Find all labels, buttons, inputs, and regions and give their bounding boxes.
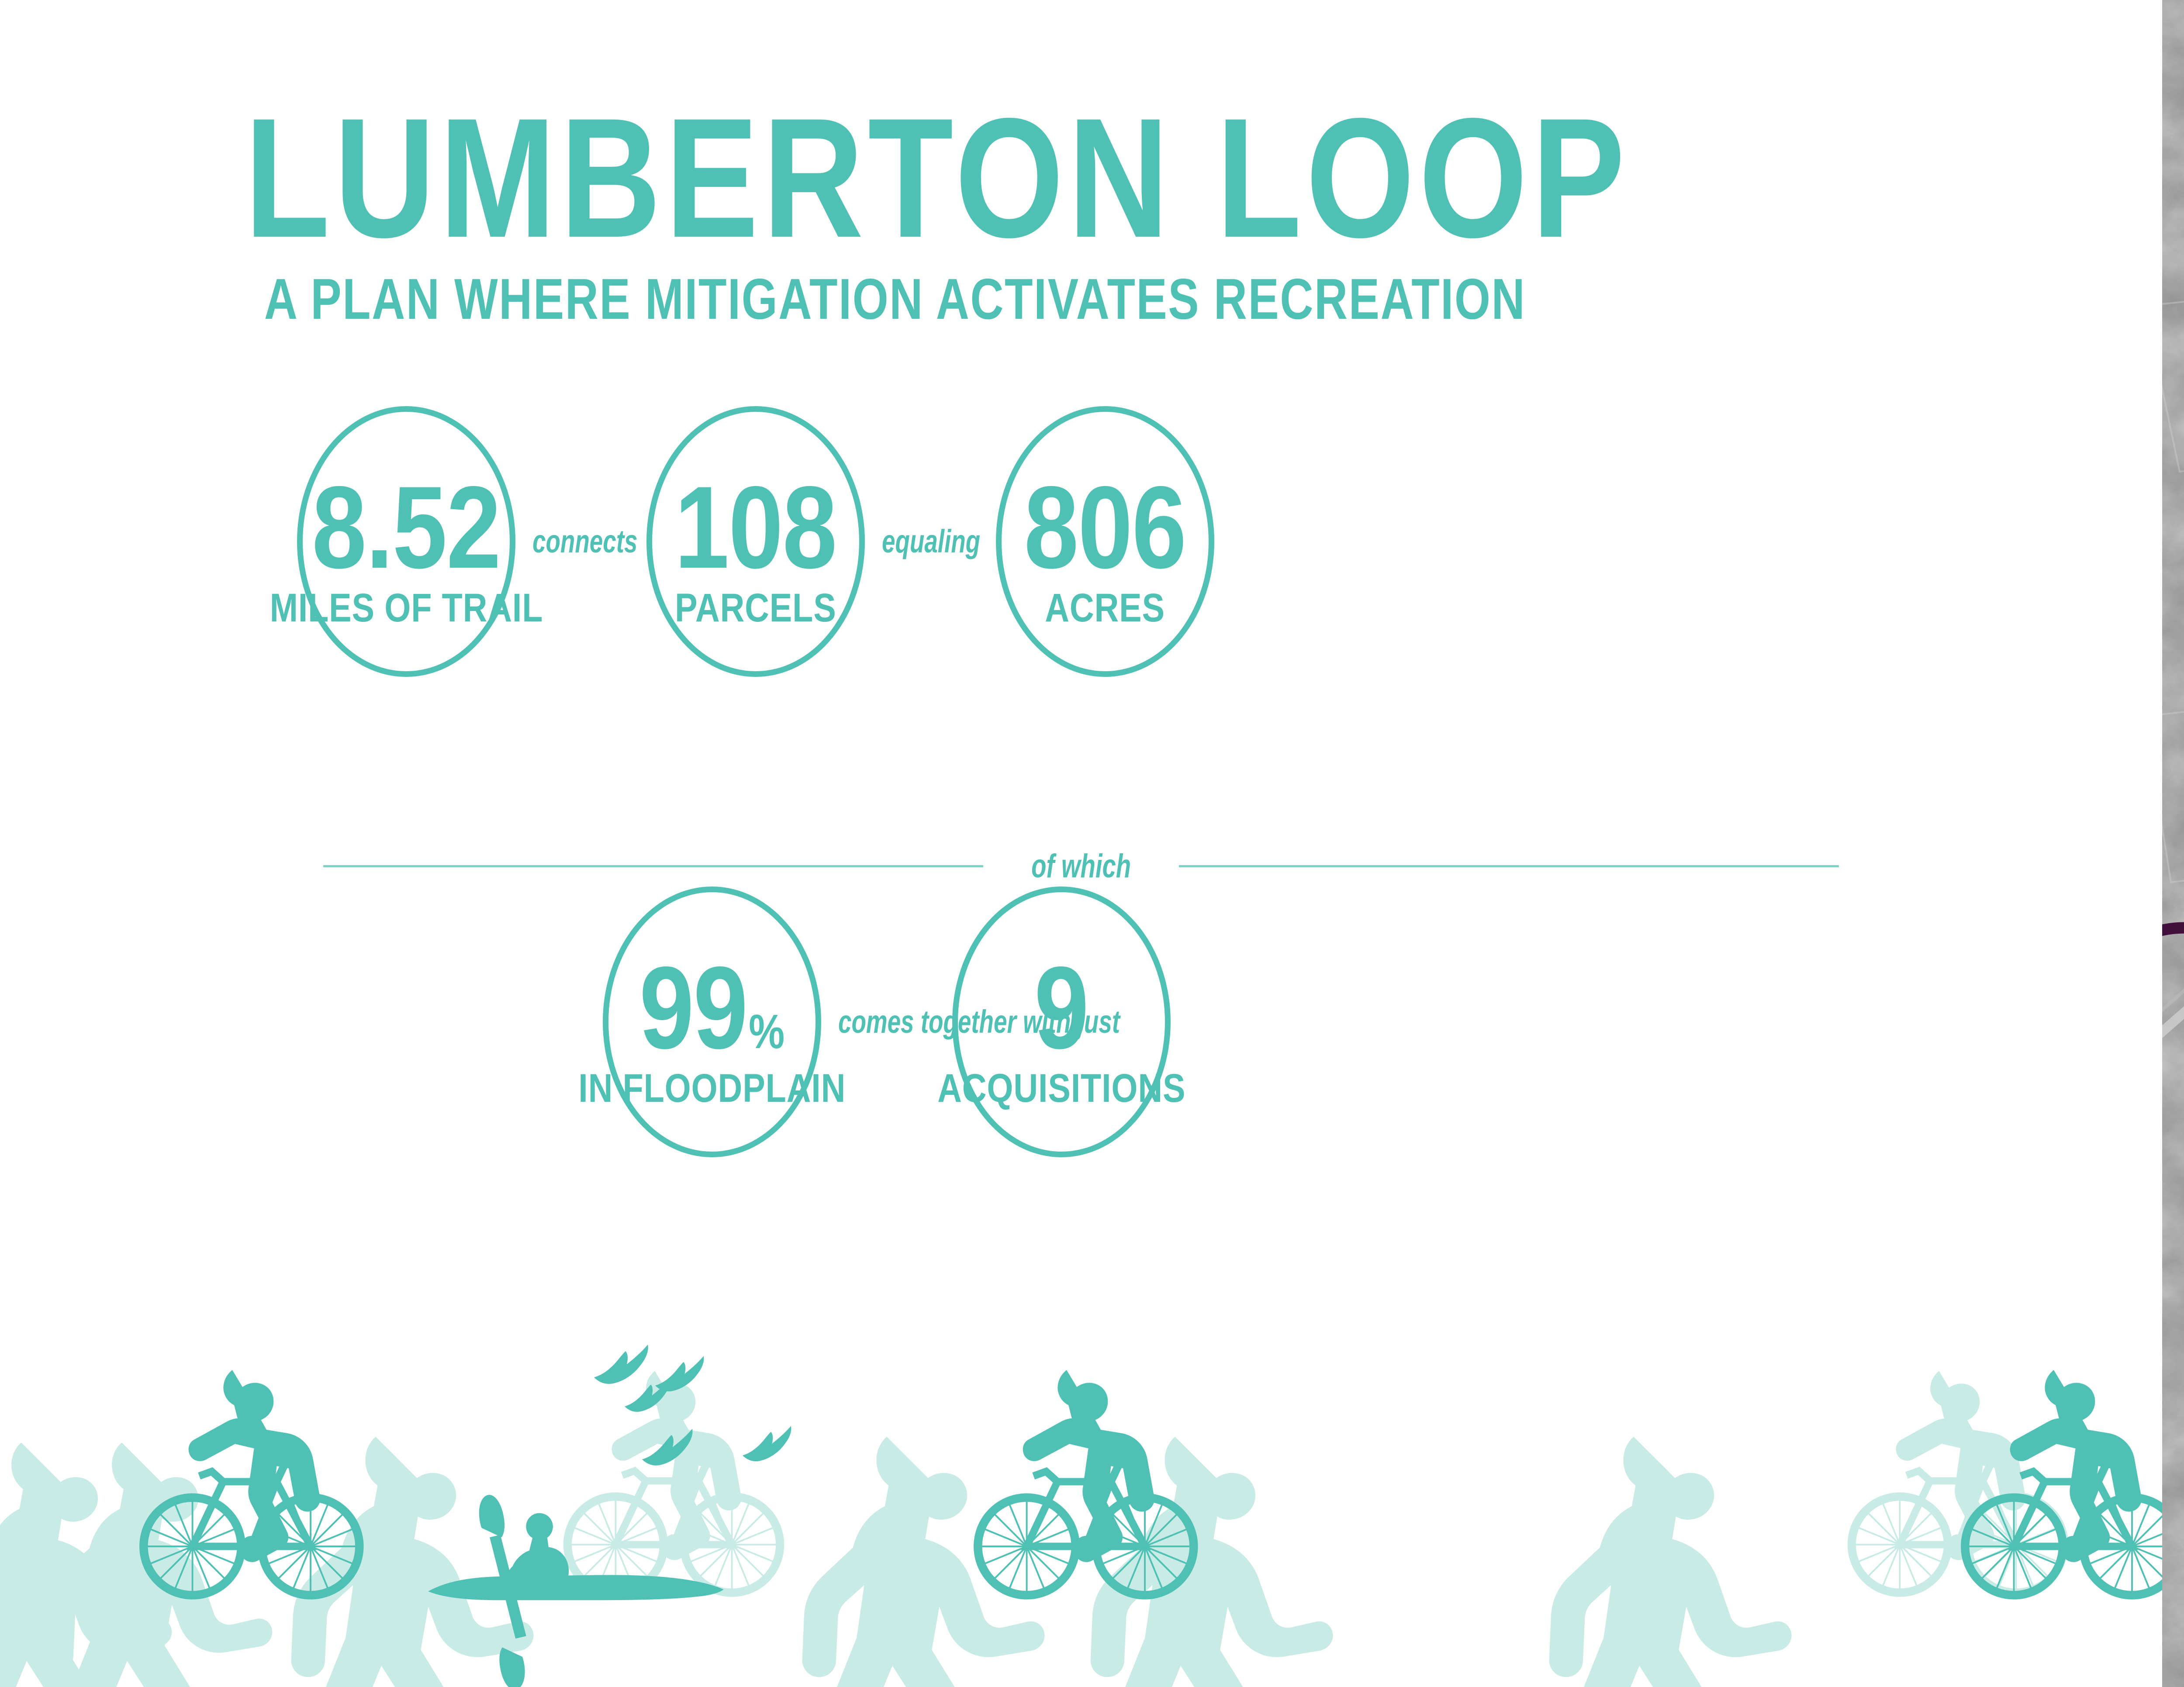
divider-rule-right xyxy=(1179,865,1839,867)
silhouette-foreground-group xyxy=(144,1345,2162,1687)
page-subtitle: A PLAN WHERE MITIGATION ACTIVATES RECREA… xyxy=(264,267,1526,331)
of-which-divider: of which xyxy=(323,847,1839,885)
stat-circle-miles: 8.52 MILES OF TRAIL xyxy=(270,406,543,677)
stat-circle-parcels: 108 PARCELS xyxy=(646,406,865,677)
divider-rule-left xyxy=(323,865,983,867)
stat-value-parcels: 108 xyxy=(674,461,837,593)
connector-connects: connects xyxy=(532,523,638,559)
stat-circle-acres: 806 ACRES xyxy=(996,406,1214,677)
aerial-map-panel: ONE MILE FIVE MILE BRANCH MEADOW BRANCH … xyxy=(2162,0,2184,1687)
stat-number-floodplain: 99 xyxy=(639,942,748,1073)
map-vector-overlay xyxy=(2162,922,2184,936)
lumber-river-line xyxy=(2162,922,2184,936)
stat-label-floodplain: IN FLOODPLAIN xyxy=(578,1066,846,1111)
recreation-silhouette-band xyxy=(0,1345,2162,1687)
stat-label-acres: ACRES xyxy=(1045,586,1165,630)
title-block: LUMBERTON LOOP A PLAN WHERE MITIGATION A… xyxy=(245,83,1948,332)
stat-label-acquisitions: ACQUISITIONS xyxy=(937,1066,1186,1111)
stat-label-miles: MILES OF TRAIL xyxy=(270,586,543,630)
percent-sign: % xyxy=(749,1004,785,1059)
connector-equaling: equaling xyxy=(882,523,981,559)
page-title: LUMBERTON LOOP xyxy=(245,83,1629,273)
stat-value-acquisitions: 9 xyxy=(1034,942,1089,1073)
of-which-label: of which xyxy=(1031,848,1131,885)
stat-label-parcels: PARCELS xyxy=(675,586,836,630)
stat-row-secondary: 99% IN FLOODPLAIN comes together with ju… xyxy=(578,887,1185,1157)
stat-value-miles: 8.52 xyxy=(312,461,501,593)
stat-row-primary: 8.52 MILES OF TRAIL connects 108 PARCELS… xyxy=(270,406,1214,677)
stat-circle-floodplain: 99% IN FLOODPLAIN xyxy=(578,887,845,1157)
aerial-imagery xyxy=(2162,0,2184,1687)
stat-value-acres: 806 xyxy=(1024,461,1187,593)
stat-circle-acquisitions: 9 ACQUISITIONS xyxy=(937,887,1185,1157)
silhouette-runner-light-group xyxy=(0,1371,2064,1687)
stat-value-floodplain: 99% xyxy=(639,942,785,1073)
connector-comes-together: comes together with just xyxy=(838,1003,1120,1040)
